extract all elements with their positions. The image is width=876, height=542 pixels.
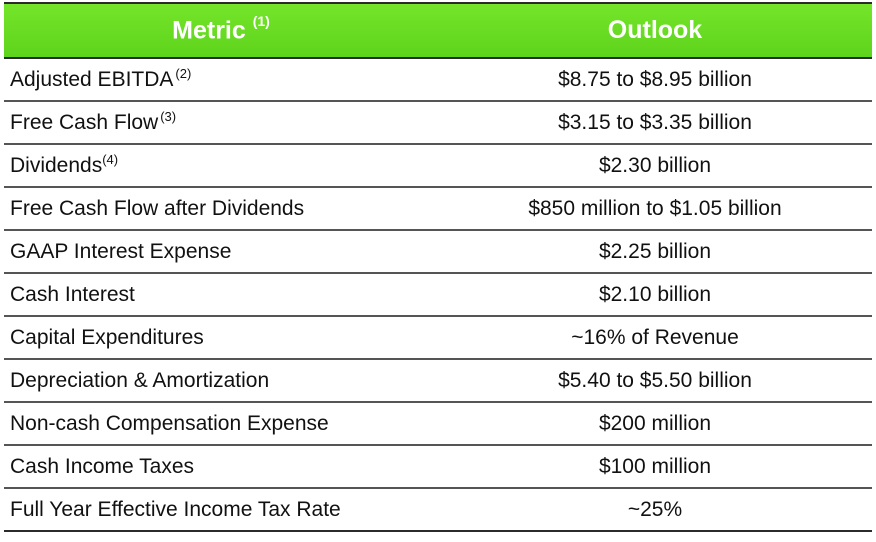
metric-cell: Adjusted EBITDA (2) xyxy=(4,58,438,102)
metric-label: Free Cash Flow after Dividends xyxy=(10,196,305,220)
metric-label: Non-cash Compensation Expense xyxy=(10,411,329,435)
outlook-table: Metric (1) Outlook Adjusted EBITDA (2) $8… xyxy=(4,2,872,532)
metric-cell: Depreciation & Amortization xyxy=(4,359,438,403)
footnote-marker: (4) xyxy=(102,151,119,167)
table-row: Capital Expenditures ~16% of Revenue xyxy=(4,316,872,360)
table-row: Non-cash Compensation Expense $200 milli… xyxy=(4,402,872,446)
footnote-marker: (2) xyxy=(175,65,192,81)
table-row: Cash Interest $2.10 billion xyxy=(4,273,872,317)
outlook-cell: ~25% xyxy=(438,488,872,532)
table-header-row: Metric (1) Outlook xyxy=(4,2,872,59)
outlook-cell: $2.30 billion xyxy=(438,144,872,188)
metric-label: Capital Expenditures xyxy=(10,325,204,349)
table-row: Free Cash Flow after Dividends $850 mill… xyxy=(4,187,872,231)
metric-label: Adjusted EBITDA xyxy=(10,67,174,91)
metric-cell: Cash Income Taxes xyxy=(4,445,438,489)
metric-label: Cash Interest xyxy=(10,282,135,306)
metric-label: Dividends xyxy=(10,153,103,177)
metric-cell: Non-cash Compensation Expense xyxy=(4,402,438,446)
metric-label: Free Cash Flow xyxy=(10,110,159,134)
outlook-cell: $2.10 billion xyxy=(438,273,872,317)
metric-column-header: Metric (1) xyxy=(4,2,438,59)
outlook-cell: $5.40 to $5.50 billion xyxy=(438,359,872,403)
outlook-cell: ~16% of Revenue xyxy=(438,316,872,360)
footnote-marker: (3) xyxy=(160,108,177,124)
outlook-cell: $200 million xyxy=(438,402,872,446)
metric-label: Cash Income Taxes xyxy=(10,454,195,478)
table-row: Depreciation & Amortization $5.40 to $5.… xyxy=(4,359,872,403)
metric-header-label: Metric xyxy=(172,16,246,45)
outlook-cell: $2.25 billion xyxy=(438,230,872,274)
table-row: Adjusted EBITDA (2) $8.75 to $8.95 billio… xyxy=(4,58,872,102)
table-row: Dividends(4) $2.30 billion xyxy=(4,144,872,188)
metric-cell: Free Cash Flow after Dividends xyxy=(4,187,438,231)
metric-label: Depreciation & Amortization xyxy=(10,368,270,392)
metric-cell: Capital Expenditures xyxy=(4,316,438,360)
metric-cell: Full Year Effective Income Tax Rate xyxy=(4,488,438,532)
metric-cell: Dividends(4) xyxy=(4,144,438,188)
metric-label: Full Year Effective Income Tax Rate xyxy=(10,497,341,521)
table-row: Cash Income Taxes $100 million xyxy=(4,445,872,489)
outlook-cell: $3.15 to $3.35 billion xyxy=(438,101,872,145)
metric-cell: Cash Interest xyxy=(4,273,438,317)
metric-header-footnote: (1) xyxy=(252,12,270,29)
metric-cell: Free Cash Flow (3) xyxy=(4,101,438,145)
table-row: Free Cash Flow (3) $3.15 to $3.35 billion xyxy=(4,101,872,145)
metric-cell: GAAP Interest Expense xyxy=(4,230,438,274)
table-row: GAAP Interest Expense $2.25 billion xyxy=(4,230,872,274)
outlook-cell: $8.75 to $8.95 billion xyxy=(438,58,872,102)
outlook-cell: $100 million xyxy=(438,445,872,489)
metric-label: GAAP Interest Expense xyxy=(10,239,232,263)
outlook-column-header: Outlook xyxy=(438,2,872,59)
table-row: Full Year Effective Income Tax Rate ~25% xyxy=(4,488,872,532)
outlook-cell: $850 million to $1.05 billion xyxy=(438,187,872,231)
